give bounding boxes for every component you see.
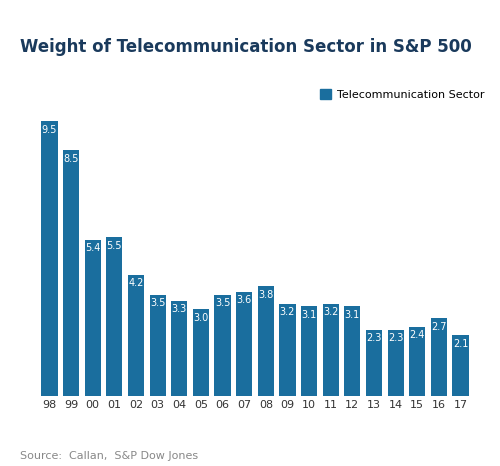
Text: 5.4: 5.4 [85, 243, 100, 254]
Bar [258, 286, 274, 396]
Bar [84, 240, 101, 396]
Bar [106, 237, 122, 396]
Text: 3.1: 3.1 [344, 310, 360, 320]
Legend: Telecommunication Sector: Telecommunication Sector [320, 89, 484, 100]
Bar [344, 307, 360, 396]
Text: 3.3: 3.3 [172, 304, 187, 314]
Text: 3.6: 3.6 [236, 295, 252, 306]
Text: 4.2: 4.2 [128, 278, 144, 288]
Text: 8.5: 8.5 [64, 154, 79, 164]
Bar [322, 303, 339, 396]
Bar [214, 295, 230, 396]
Text: 3.5: 3.5 [215, 298, 230, 308]
Text: 3.2: 3.2 [323, 307, 338, 317]
Text: 2.1: 2.1 [453, 339, 468, 349]
Text: 3.1: 3.1 [302, 310, 316, 320]
Bar [171, 301, 188, 396]
Bar [280, 303, 295, 396]
Text: 2.3: 2.3 [366, 333, 382, 343]
Text: 3.8: 3.8 [258, 290, 274, 300]
Text: 5.5: 5.5 [106, 240, 122, 251]
Bar [301, 307, 317, 396]
Bar [42, 122, 58, 396]
Text: 2.7: 2.7 [431, 322, 446, 331]
Bar [452, 336, 468, 396]
Bar [388, 329, 404, 396]
Bar [366, 329, 382, 396]
Bar [63, 151, 79, 396]
Bar [236, 292, 252, 396]
Text: 3.0: 3.0 [194, 313, 208, 323]
Text: 3.2: 3.2 [280, 307, 295, 317]
Bar [431, 318, 447, 396]
Text: 2.4: 2.4 [410, 330, 425, 340]
Text: Source:  Callan,  S&P Dow Jones: Source: Callan, S&P Dow Jones [20, 452, 198, 461]
Bar [193, 309, 209, 396]
Text: Weight of Telecommunication Sector in S&P 500: Weight of Telecommunication Sector in S&… [20, 38, 472, 56]
Text: 9.5: 9.5 [42, 125, 57, 135]
Text: 2.3: 2.3 [388, 333, 404, 343]
Bar [128, 274, 144, 396]
Text: 3.5: 3.5 [150, 298, 166, 308]
Bar [150, 295, 166, 396]
Bar [409, 327, 426, 396]
